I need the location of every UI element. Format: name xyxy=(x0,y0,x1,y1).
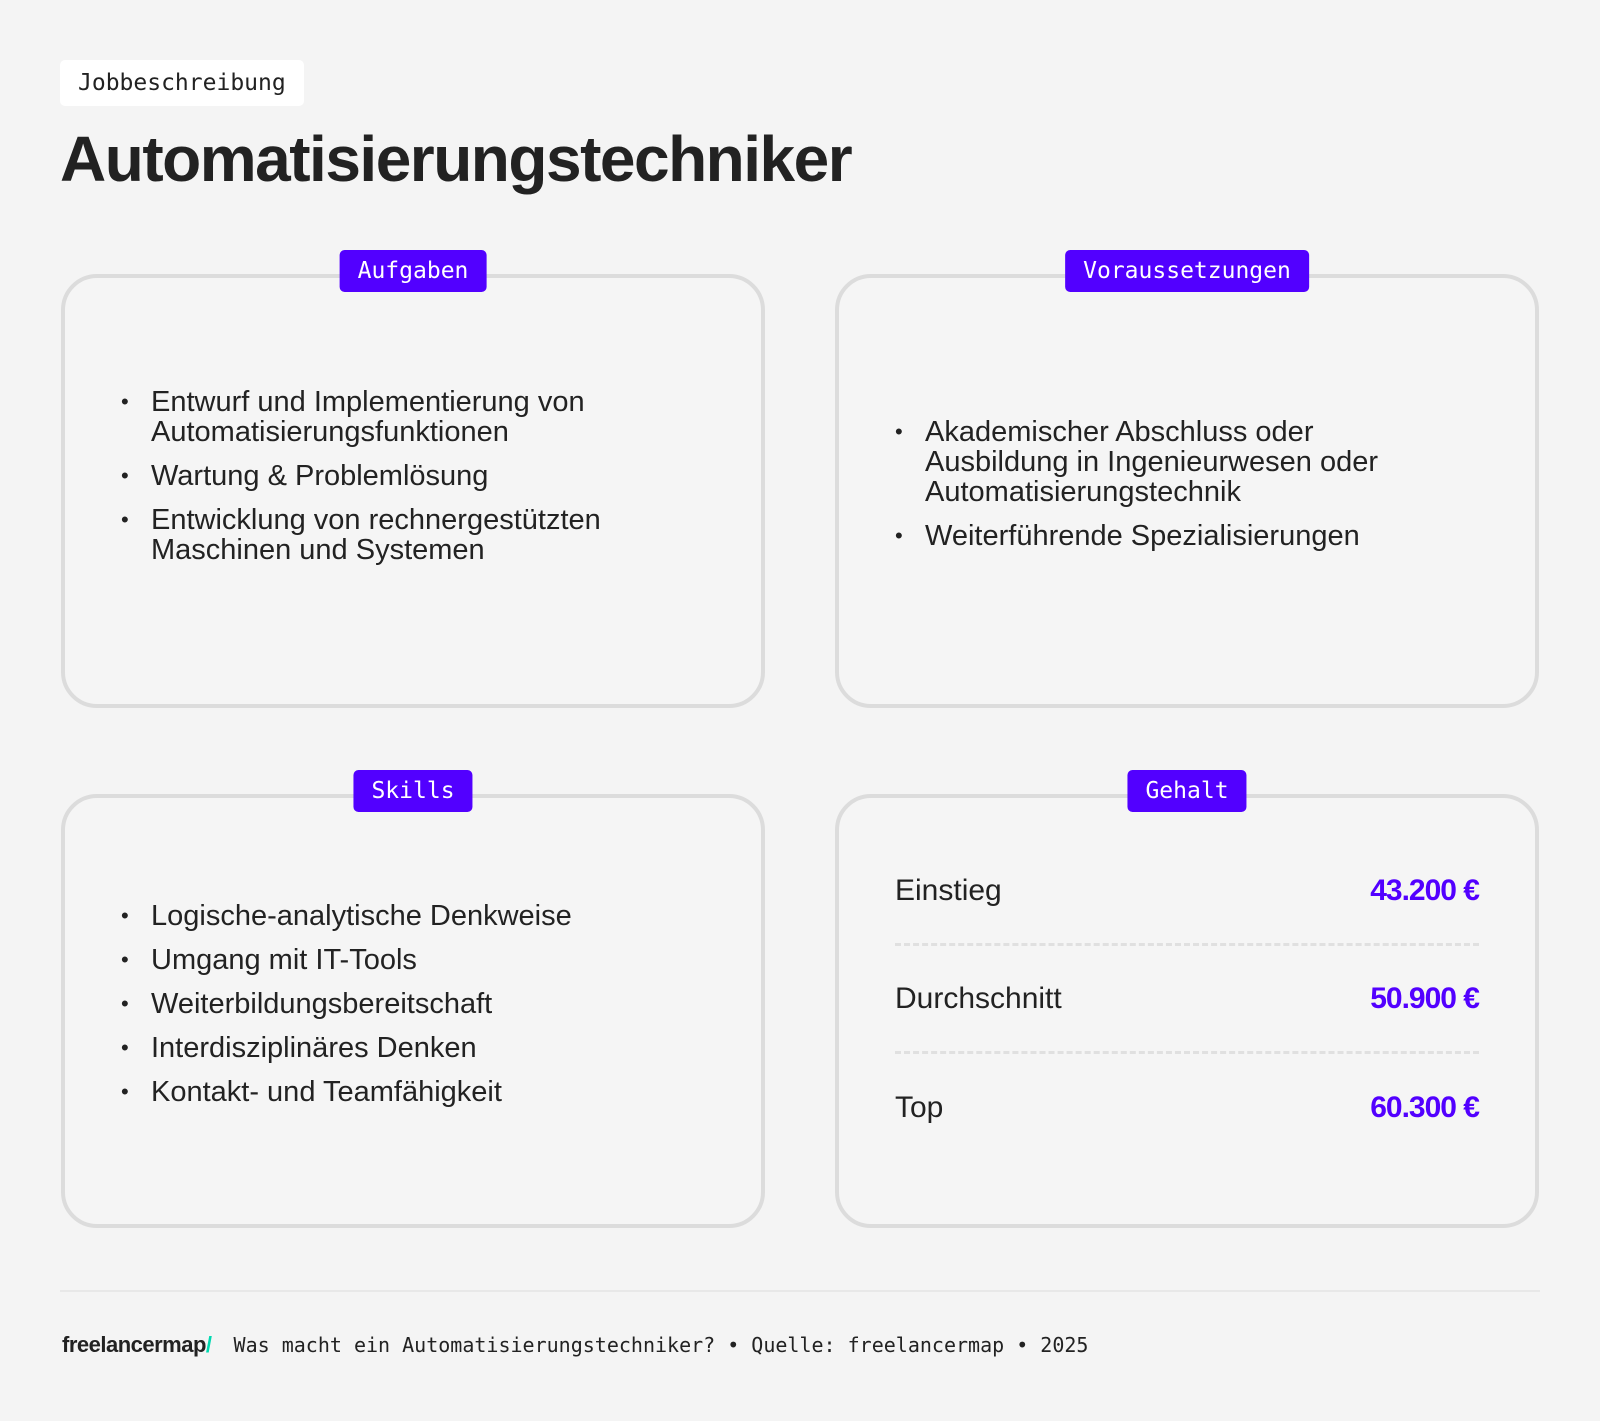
salary-value: 60.300 € xyxy=(1370,1091,1480,1124)
list-item: Kontakt- und Teamfähigkeit xyxy=(121,1077,721,1107)
list-item: Weiterbildungsbereitschaft xyxy=(121,989,721,1019)
footer: freelancermap/ Was macht ein Automatisie… xyxy=(62,1332,1088,1358)
category-tag: Jobbeschreibung xyxy=(60,60,304,106)
list-item: Wartung & Problemlösung xyxy=(121,461,721,491)
card-badge: Aufgaben xyxy=(339,250,487,292)
footer-divider xyxy=(60,1290,1540,1292)
card-badge: Skills xyxy=(353,770,473,812)
list-item: Akademischer Abschluss oder Ausbildung i… xyxy=(895,417,1435,507)
salary-row: Top 60.300 € xyxy=(895,1054,1480,1162)
salary-row: Durchschnitt 50.900 € xyxy=(895,946,1480,1054)
card-badge: Gehalt xyxy=(1127,770,1247,812)
list-item: Interdisziplinäres Denken xyxy=(121,1033,721,1063)
freelancermap-logo: freelancermap/ xyxy=(62,1332,212,1357)
requirements-list: Akademischer Abschluss oder Ausbildung i… xyxy=(895,417,1435,565)
list-item: Weiterführende Spezialisierungen xyxy=(895,521,1435,551)
task-list: Entwurf und Implementierung von Automati… xyxy=(121,387,721,579)
salary-label: Einstieg xyxy=(895,873,1002,907)
card-badge: Voraussetzungen xyxy=(1065,250,1309,292)
card-aufgaben: Aufgaben Entwurf und Implementierung von… xyxy=(61,250,765,708)
salary-row: Einstieg 43.200 € xyxy=(895,838,1480,946)
list-item: Entwurf und Implementierung von Automati… xyxy=(121,387,721,447)
skills-list: Logische-analytische Denkweise Umgang mi… xyxy=(121,901,721,1121)
salary-label: Top xyxy=(895,1091,944,1124)
salary-label: Durchschnitt xyxy=(895,981,1062,1015)
card-gehalt: Gehalt Einstieg 43.200 € Durchschnitt 50.9… xyxy=(835,770,1539,1228)
salary-table: Einstieg 43.200 € Durchschnitt 50.900 € To… xyxy=(895,838,1480,1162)
salary-value: 43.200 € xyxy=(1370,873,1480,907)
page-title: Automatisierungstechniker xyxy=(60,123,853,195)
list-item: Umgang mit IT-Tools xyxy=(121,945,721,975)
card-voraussetzungen: Voraussetzungen Akademischer Abschluss o… xyxy=(835,250,1539,708)
card-skills: Skills Logische-analytische Denkweise Um… xyxy=(61,770,765,1228)
salary-value: 50.900 € xyxy=(1370,981,1480,1015)
list-item: Logische-analytische Denkweise xyxy=(121,901,721,931)
list-item: Entwicklung von rechnergestützten Maschi… xyxy=(121,505,721,565)
footer-source: Was macht ein Automatisierungstechniker?… xyxy=(233,1333,1089,1357)
